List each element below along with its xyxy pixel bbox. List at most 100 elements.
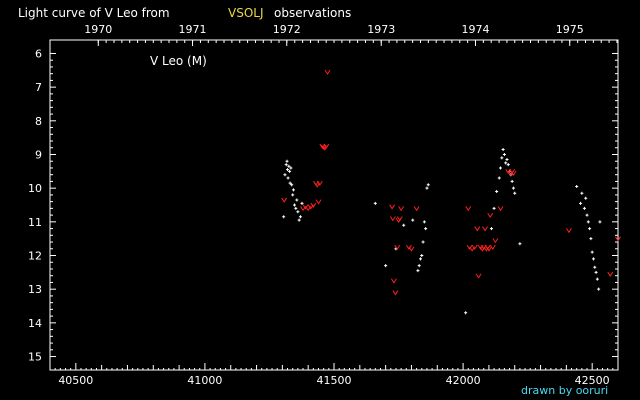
observation-point [499,166,503,170]
top-axis-year-labels: 1970 1971 1972 1973 1974 1975 [84,23,618,46]
observation-point [591,257,595,261]
chart-title-prefix: Light curve of V Leo from [18,6,170,20]
observation-point [495,190,499,194]
data-series [281,69,621,315]
observation-point [283,173,287,177]
upper-limit-point [302,204,309,210]
upper-limit-point [394,244,401,251]
upper-limit-point [324,69,331,75]
upper-limit-point [408,246,415,252]
observation-point [292,203,296,207]
observation-point [518,242,522,246]
upper-limit-point [471,244,478,251]
observation-point [284,163,288,167]
observation-point [464,311,468,315]
y-tick-label: 10 [28,182,42,195]
observation-point [510,179,514,183]
credit-label: drawn by ooruri [521,384,608,397]
upper-limit-point [615,236,621,242]
observation-point [598,220,602,224]
upper-limit-point [607,271,614,277]
y-tick-label: 7 [35,81,42,94]
observation-point [506,163,510,167]
observation-point [575,184,579,188]
observation-point [294,206,298,210]
upper-limit-point [310,202,317,208]
observation-point [586,220,590,224]
observation-point [287,164,291,168]
observation-point [492,206,496,210]
upper-limit-point [489,244,496,251]
upper-limit-point [466,244,473,251]
upper-limit-point [475,273,482,279]
upper-limit-point [390,278,397,284]
upper-limit-point [485,246,492,252]
observation-point [595,277,599,281]
year-label: 1971 [179,23,207,36]
upper-limit-point [315,199,322,205]
observation-point [502,152,506,156]
observation-point [593,265,597,269]
year-label: 1975 [556,23,584,36]
x-axis-ticks: 40500 41000 41500 42000 42500 [49,363,619,387]
upper-limit-point [392,290,399,296]
observation-point [425,186,429,190]
observation-point [582,206,586,210]
observation-point [418,257,422,261]
upper-limit-point [482,226,488,232]
plot-frame [49,39,619,371]
observation-point [298,215,302,219]
upper-limit-point [323,143,330,150]
observation-point [589,237,593,241]
y-tick-label: 13 [28,283,42,296]
upper-limit-point [316,180,323,187]
observation-point [588,227,592,231]
observation-point [584,196,588,200]
observation-point [286,176,290,180]
observation-point [500,156,504,160]
observation-point [580,191,584,195]
observation-point [290,183,294,187]
year-label: 1970 [84,23,112,36]
upper-limit-point [398,206,405,212]
observation-point [289,166,293,170]
observation-point [420,254,424,258]
upper-limit-point [510,170,517,176]
upper-limit-point [389,204,396,210]
observation-point [297,218,301,222]
observation-point [286,168,290,172]
year-label: 1972 [273,23,301,36]
observation-point [504,161,508,165]
year-label: 1974 [461,23,489,36]
observation-point [373,201,377,205]
y-tick-label: 12 [28,250,42,263]
observation-point [424,227,428,231]
upper-limit-point [487,212,494,219]
upper-limit-point [497,206,504,212]
upper-limit-point [465,206,472,212]
star-annotation: V Leo (M) [150,54,207,68]
observation-point [501,147,505,151]
observation-point [296,210,300,214]
observation-point [402,223,406,227]
observation-point [282,215,286,219]
y-tick-label: 9 [35,148,42,161]
y-tick-label: 8 [35,115,42,128]
upper-limit-point [281,197,288,203]
upper-limit-point [492,238,499,244]
observation-point [417,264,421,268]
upper-limit-point [396,216,403,222]
chart-title-suffix: observations [274,6,351,20]
observation-point [511,186,515,190]
upper-limit-point [566,227,572,234]
observation-point [489,227,493,231]
y-axis-ticks: 6 7 8 9 10 11 12 13 14 15 [28,47,618,364]
observation-point [291,193,295,197]
y-tick-label: 11 [28,216,42,229]
chart-title-source: VSOLJ [228,6,264,20]
observation-point [285,159,289,163]
upper-limit-point [389,216,396,222]
observation-point [421,240,425,244]
observation-point [585,213,589,217]
x-tick-label: 42000 [446,374,481,387]
